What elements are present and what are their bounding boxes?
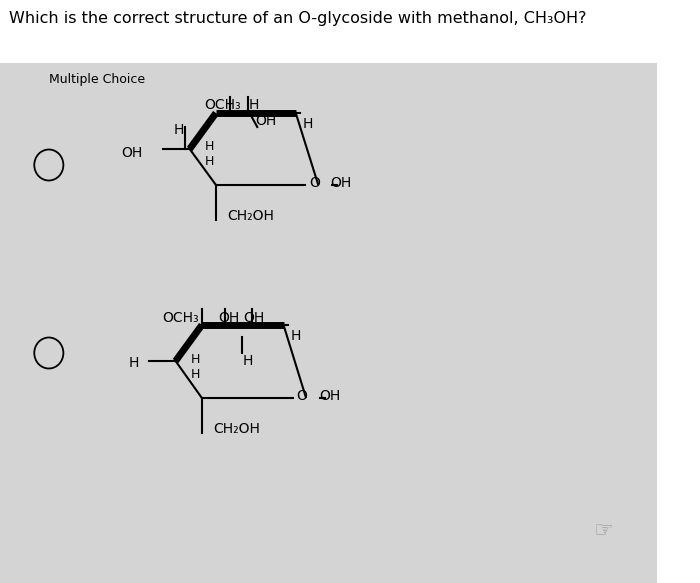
Text: H: H [248,98,259,112]
Text: CH₂OH: CH₂OH [228,209,274,223]
Text: H: H [302,117,313,131]
Text: OCH₃: OCH₃ [204,98,241,112]
Text: Which is the correct structure of an O-glycoside with methanol, CH₃OH?: Which is the correct structure of an O-g… [9,11,587,26]
Text: OCH₃: OCH₃ [162,311,199,325]
Text: OH: OH [256,114,276,128]
Text: CH₂OH: CH₂OH [213,422,260,436]
Text: Multiple Choice: Multiple Choice [49,73,145,86]
Text: OH: OH [122,146,143,160]
FancyBboxPatch shape [0,63,657,583]
Text: OH: OH [218,311,239,325]
Text: H: H [204,140,214,153]
Text: H: H [190,368,200,381]
Text: H: H [242,354,253,368]
Text: OH: OH [330,176,352,190]
Text: H: H [291,329,302,343]
Text: H: H [173,123,183,137]
Text: O: O [309,176,320,190]
Text: OH: OH [319,389,340,403]
Text: H: H [204,155,214,168]
Text: O: O [297,389,307,403]
Text: ☞: ☞ [593,521,612,541]
Text: OH: OH [243,311,265,325]
Text: H: H [190,353,200,366]
Text: H: H [129,356,139,370]
